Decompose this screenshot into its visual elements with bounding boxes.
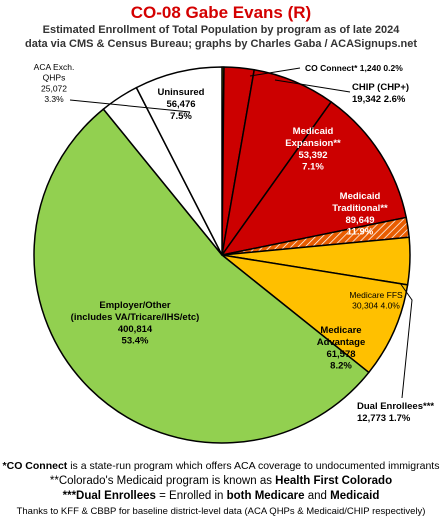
slice-label-aca-exch-qhps: ACA Exch. QHPs 25,072 3.3% — [34, 62, 75, 104]
pie-slice-medicaid-traditional — [221, 101, 407, 256]
slice-label-medicare-advantage: Medicare Advantage 61,578 8.2% — [317, 325, 366, 372]
footnote-medicaid-text: **Colorado's Medicaid program is known a… — [49, 475, 276, 487]
pie-slice-employer-other — [33, 108, 370, 444]
chart-title: CO-08 Gabe Evans (R) — [130, 3, 312, 22]
slice-label-chip: CHIP (CHP+) 19,342 2.6% — [352, 82, 409, 105]
leader-line-chip — [274, 79, 351, 93]
footnote-medicaid-program: Health First Colorado — [275, 475, 393, 487]
leader-line-dual-enrollees — [399, 282, 413, 399]
slice-label-co-connect: CO Connect* 1,240 0.2% — [305, 63, 403, 73]
footnote-dual-text-2: and — [304, 490, 331, 502]
footnote-dual-enrollees: ***Dual Enrollees = Enrolled in both Med… — [0, 490, 442, 502]
slice-label-medicaid-expansion: Medicaid Expansion** 53,392 7.1% — [285, 126, 341, 173]
footnote-medicaid-name: **Colorado's Medicaid program is known a… — [0, 475, 442, 487]
footnote-thanks: Thanks to KFF & CBBP for baseline distri… — [16, 506, 426, 517]
leader-line-aca-exch-qhps — [69, 99, 191, 113]
pie-slice-medicare-advantage — [221, 254, 409, 374]
footnote-dual-text-1: = Enrolled in — [155, 490, 227, 502]
chart-subtitle-line1: Estimated Enrollment of Total Population… — [42, 24, 400, 36]
leader-lines — [69, 67, 413, 399]
slice-label-medicare-ffs: Medicare FFS 30,304 4.0% — [349, 290, 403, 311]
footnote-co-connect-text: is a state-run program which offers ACA … — [67, 460, 440, 472]
pie-slices — [33, 66, 411, 444]
footnote-dual-term: ***Dual Enrollees — [62, 490, 156, 502]
slice-labels: CO Connect* 1,240 0.2% CHIP (CHP+) 19,342 … — [34, 62, 435, 424]
footnote-co-connect-term: *CO Connect — [2, 460, 68, 472]
slice-label-medicaid-traditional: Medicaid Traditional** 89,649 11.9% — [332, 191, 388, 238]
pie-slice-uninsured — [135, 66, 223, 256]
slice-label-uninsured: Uninsured 56,476 7.5% — [158, 87, 205, 122]
slice-label-dual-enrollees: Dual Enrollees*** 12,773 1.7% — [357, 401, 434, 424]
leader-line-co-connect — [249, 67, 301, 77]
footnote-dual-medicare: both Medicare — [226, 490, 305, 502]
chart-subtitle-line2: data via CMS & Census Bureau; graphs by … — [24, 38, 417, 50]
footnote-dual-medicaid: Medicaid — [330, 490, 380, 502]
slice-label-employer-other: Employer/Other (includes VA/Tricare/IHS/e… — [71, 300, 200, 347]
footnote-co-connect: *CO Connect is a state-run program which… — [0, 460, 442, 472]
